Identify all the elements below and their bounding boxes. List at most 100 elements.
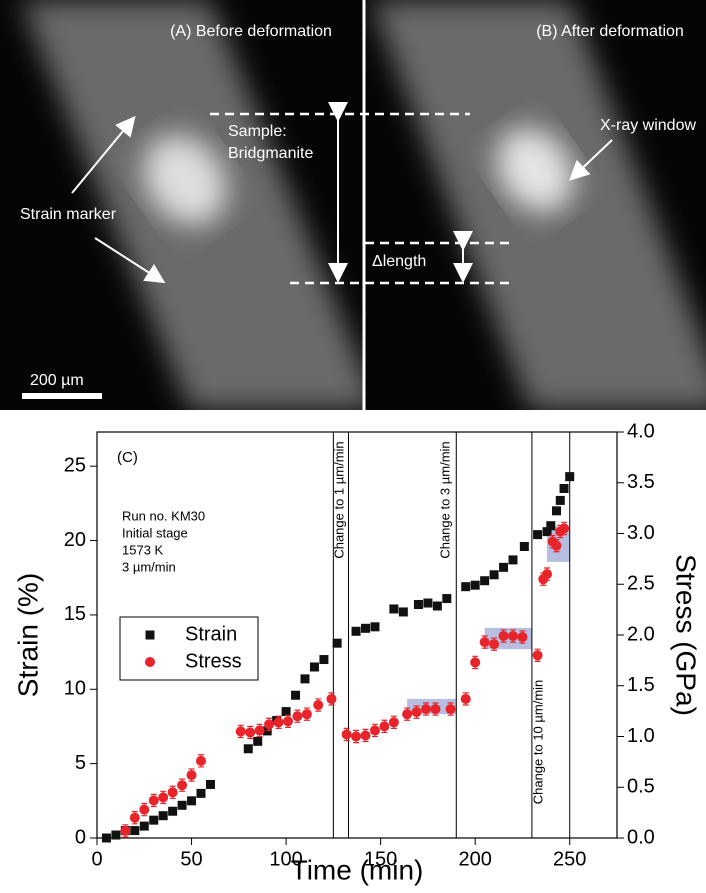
strain-point: [552, 506, 561, 515]
stress-point: [508, 631, 518, 641]
strain-point: [480, 576, 489, 585]
y2-tick-label: 0.5: [627, 776, 655, 798]
stress-point: [187, 770, 197, 780]
label: Δlength: [372, 253, 426, 270]
figure: (A) Before deformation (B) After deforma…: [0, 0, 706, 888]
annotation: Change to 1 µm/min: [331, 441, 346, 558]
strain-point: [556, 496, 565, 505]
note: 3 µm/min: [122, 559, 176, 574]
strain-point: [414, 600, 423, 609]
note: Initial stage: [122, 525, 188, 540]
y-tick-label: 10: [64, 678, 86, 700]
label: X-ray window: [600, 117, 696, 134]
x-tick-label: 250: [553, 848, 586, 870]
scale-label: 200 µm: [30, 372, 84, 389]
panel-title: (A) Before deformation: [170, 23, 332, 40]
stress-point: [499, 631, 509, 641]
stress-point: [446, 704, 456, 714]
stress-point: [412, 707, 422, 717]
strain-point: [370, 622, 379, 631]
stress-point: [559, 523, 569, 533]
stress-point: [342, 729, 352, 739]
stress-point: [283, 716, 293, 726]
panel-title: (B) After deformation: [536, 23, 684, 40]
strain-point: [520, 542, 529, 551]
strain-point: [178, 801, 187, 810]
y2-tick-label: 2.0: [627, 623, 655, 645]
x-axis-title: Time (min): [291, 854, 424, 885]
strain-point: [560, 484, 569, 493]
stress-point: [370, 725, 380, 735]
y-tick-label: 20: [64, 529, 86, 551]
y2-tick-label: 4.0: [627, 420, 655, 442]
stress-point: [421, 704, 431, 714]
strain-point: [197, 789, 206, 798]
stress-point: [168, 787, 178, 797]
annotation: Change to 3 µm/min: [437, 441, 452, 558]
stress-point: [542, 569, 552, 579]
annotation: Change to 10 µm/min: [530, 680, 545, 805]
stress-point: [264, 719, 274, 729]
stress-point: [302, 709, 312, 719]
stress-point: [292, 711, 302, 721]
strain-point: [244, 744, 253, 753]
strain-point: [442, 594, 451, 603]
y-tick-label: 25: [64, 454, 86, 476]
stress-point: [177, 780, 187, 790]
radiograph: (A) Before deformation (B) After deforma…: [0, 0, 706, 410]
y2-tick-label: 0.0: [627, 826, 655, 848]
stress-point: [480, 637, 490, 647]
stress-point: [551, 541, 561, 551]
strain-point: [130, 826, 139, 835]
strain-point: [253, 737, 262, 746]
strain-point: [111, 831, 120, 840]
stress-point: [430, 704, 440, 714]
y2-tick-label: 1.0: [627, 725, 655, 747]
strain-point: [399, 607, 408, 616]
stress-point: [274, 717, 284, 727]
strain-point: [490, 570, 499, 579]
strain-point: [352, 627, 361, 636]
y2-tick-label: 3.5: [627, 471, 655, 493]
strain-point: [291, 691, 300, 700]
strain-point: [140, 822, 149, 831]
stress-point: [158, 792, 168, 802]
strain-point: [319, 655, 328, 664]
strain-point: [433, 602, 442, 611]
legend-label: Stress: [185, 650, 242, 672]
strain-point: [159, 811, 168, 820]
stress-point: [120, 826, 130, 836]
stress-point: [130, 813, 140, 823]
strain-point: [149, 816, 158, 825]
x-tick-label: 200: [458, 848, 491, 870]
panel-label: (C): [117, 449, 138, 466]
stress-point: [402, 709, 412, 719]
strain-point: [423, 599, 432, 608]
stress-point: [379, 721, 389, 731]
strain-point: [333, 639, 342, 648]
note: Run no. KM30: [122, 508, 205, 523]
strain-point: [301, 674, 310, 683]
stress-point: [326, 694, 336, 704]
x-tick-label: 50: [180, 848, 202, 870]
strain-point: [168, 807, 177, 816]
strain-point: [187, 796, 196, 805]
y2-axis-title: Stress (GPa): [671, 554, 702, 716]
stress-point: [313, 700, 323, 710]
strain-point: [509, 555, 518, 564]
stress-point: [139, 805, 149, 815]
stress-point: [533, 650, 543, 660]
strain-point: [461, 582, 470, 591]
y-axis-title: Strain (%): [12, 573, 43, 697]
strain-point: [471, 581, 480, 590]
strain-point: [206, 780, 215, 789]
x-tick-label: 0: [91, 848, 102, 870]
strain-point: [499, 563, 508, 572]
label: Sample:: [228, 123, 287, 140]
strain-point: [546, 521, 555, 530]
stress-point: [255, 725, 265, 735]
stress-point: [245, 727, 255, 737]
strain-point: [361, 624, 370, 633]
y2-tick-label: 3.0: [627, 522, 655, 544]
